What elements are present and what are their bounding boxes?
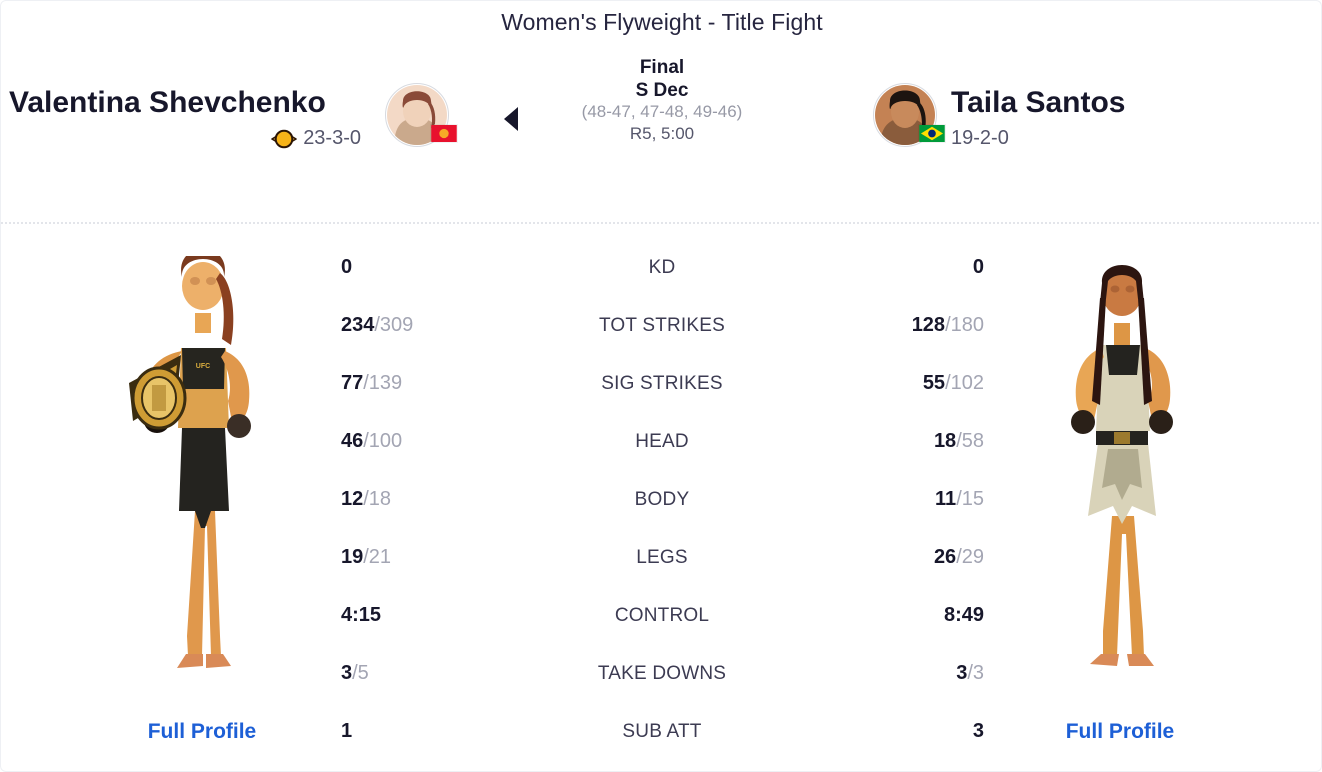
svg-text:UFC: UFC <box>196 363 210 370</box>
